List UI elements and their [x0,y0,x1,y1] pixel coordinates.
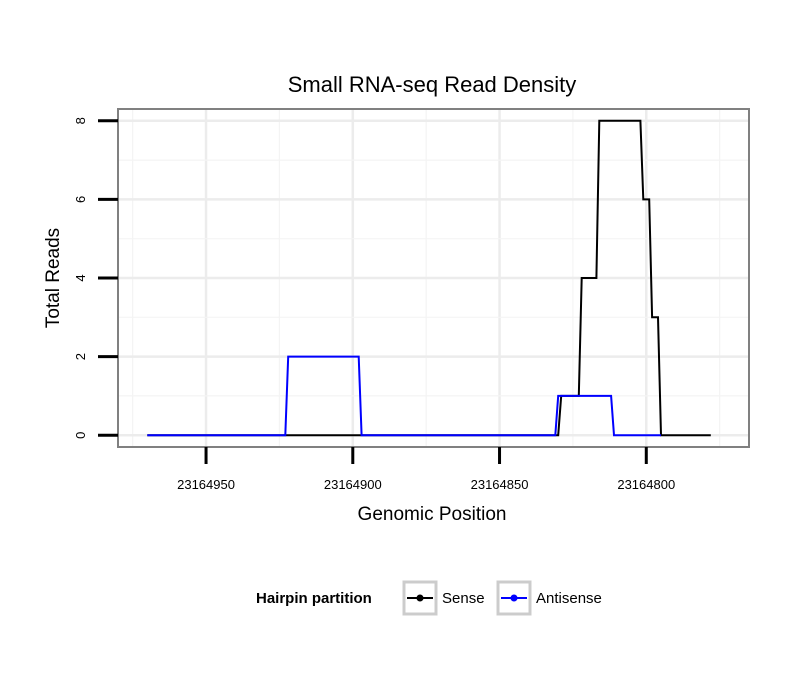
grid [118,109,749,447]
legend-label-sense: Sense [442,590,485,607]
x-tick-label: 23164950 [177,477,235,492]
x-tick-label: 23164900 [324,477,382,492]
y-tick-label: 6 [73,196,88,203]
legend-title: Hairpin partition [256,590,372,607]
axes: 23164950 23164900 23164850 23164800 0 2 4 6 8 [73,117,675,492]
series-lines [147,119,711,437]
chart-title: Small RNA-seq Read Density [288,72,577,97]
y-tick-label: 2 [73,353,88,360]
legend-key-point [416,594,424,602]
x-axis-title: Genomic Position [358,504,507,525]
x-tick-label: 23164850 [471,477,529,492]
y-tick-label: 0 [73,432,88,439]
legend: Hairpin partition Sense Antisense [256,580,602,616]
y-axis-title: Total Reads [43,228,64,328]
y-tick-label: 4 [73,274,88,281]
series-line-antisense [147,355,661,437]
legend-label-antisense: Antisense [536,590,602,607]
legend-key-point [510,594,518,602]
y-tick-label: 8 [73,117,88,124]
x-tick-label: 23164800 [617,477,675,492]
